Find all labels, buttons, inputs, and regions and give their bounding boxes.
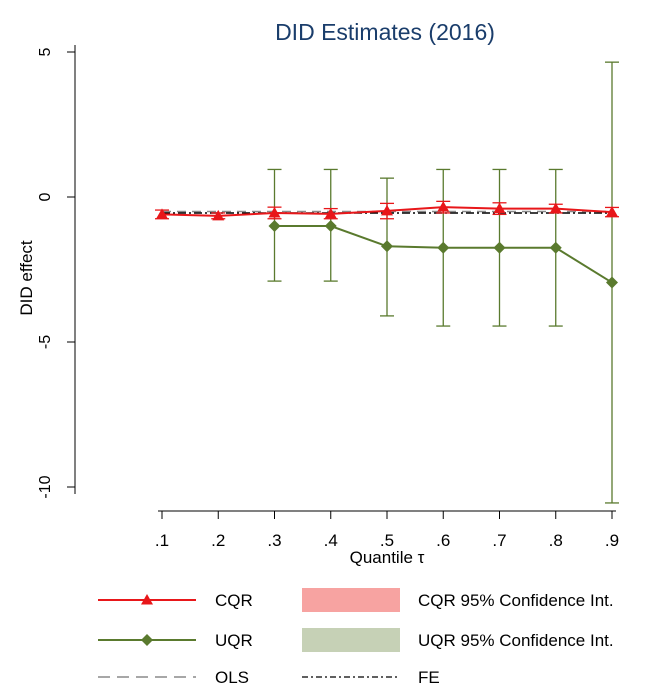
x-tick-label: .7 xyxy=(492,531,506,550)
x-axis-label: Quantile τ xyxy=(350,548,425,567)
uqr-point xyxy=(493,241,506,254)
cqr-point xyxy=(549,202,562,214)
legend-label-ols: OLS xyxy=(215,668,249,687)
x-tick-label: .5 xyxy=(380,531,394,550)
cqr-point xyxy=(324,207,337,219)
x-tick-label: .1 xyxy=(155,531,169,550)
legend-marker-uqr xyxy=(141,634,153,646)
legend-swatch-uqr-95-confidence-int xyxy=(302,628,400,652)
uqr-point xyxy=(549,241,562,254)
y-tick-label: -5 xyxy=(37,335,54,349)
x-tick-label: .8 xyxy=(549,531,563,550)
uqr-point xyxy=(324,220,337,232)
legend: CQR CQR 95% Confidence Int. UQR UQR 95% Con… xyxy=(98,588,614,687)
legend-label-cqr-95-confidence-int: CQR 95% Confidence Int. xyxy=(418,591,614,610)
legend-label-cqr: CQR xyxy=(215,591,253,610)
uqr-point xyxy=(437,241,450,254)
cqr-point xyxy=(156,208,168,219)
uqr-point xyxy=(268,220,281,232)
uqr-point xyxy=(606,276,618,289)
y-tick-label: 0 xyxy=(37,192,54,201)
legend-label-fe: FE xyxy=(418,668,440,687)
cqr-point xyxy=(212,209,225,221)
x-tick-label: .3 xyxy=(267,531,281,550)
x-tick-label: .4 xyxy=(324,531,338,550)
y-tick-label: -10 xyxy=(37,475,54,498)
cqr-point xyxy=(437,201,450,212)
legend-marker-cqr xyxy=(141,594,153,605)
legend-swatch-cqr-95-confidence-int xyxy=(302,588,400,612)
plot-area xyxy=(155,61,619,504)
x-tick-label: .9 xyxy=(605,531,619,550)
cqr-point xyxy=(493,202,506,214)
uqr-point xyxy=(381,240,393,253)
legend-label-uqr: UQR xyxy=(215,631,253,650)
x-tick-label: .2 xyxy=(211,531,225,550)
y-axis-label: DID effect xyxy=(17,240,36,316)
chart-title: DID Estimates (2016) xyxy=(275,19,495,45)
cqr-point xyxy=(381,204,393,216)
legend-label-uqr-95-confidence-int: UQR 95% Confidence Int. xyxy=(418,631,614,650)
cqr-point xyxy=(268,206,281,218)
axes: 5 0 -5 -10 .1 .2 .3 .4 .5 .6 .7 .8 .9 xyxy=(37,45,619,550)
y-tick-label: 5 xyxy=(37,47,54,56)
x-tick-label: .6 xyxy=(436,531,450,550)
cqr-point xyxy=(606,206,618,217)
